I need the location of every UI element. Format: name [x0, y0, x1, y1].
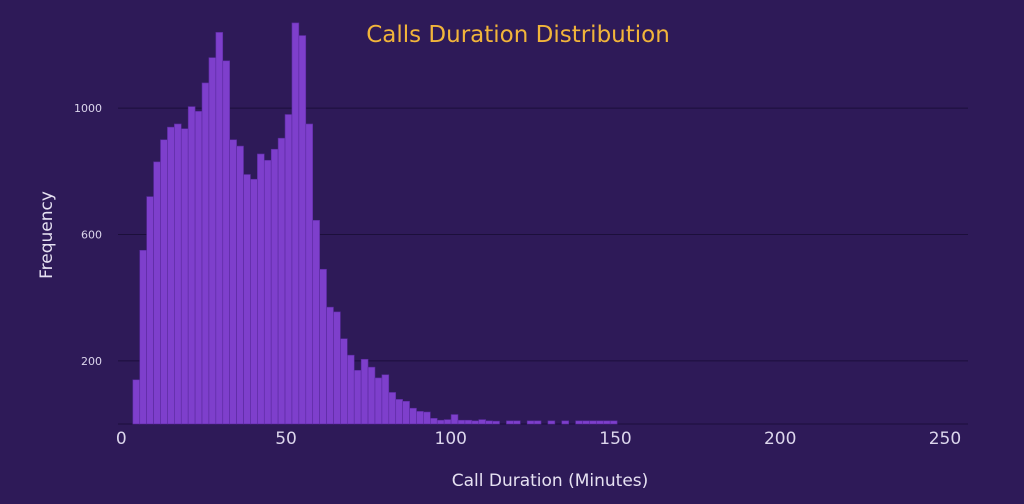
- histogram-bar: [305, 123, 314, 425]
- histogram-bar: [222, 60, 230, 425]
- histogram-bar: [430, 418, 438, 425]
- histogram-bar: [201, 82, 210, 425]
- histogram-bar: [423, 411, 431, 425]
- x-tick-label: 100: [435, 429, 467, 449]
- histogram-bar: [416, 411, 424, 425]
- histogram-bar: [208, 57, 217, 425]
- histogram-bar: [609, 420, 618, 425]
- histogram-bar: [243, 174, 251, 425]
- histogram-bar: [478, 419, 486, 425]
- histogram-bar: [229, 139, 237, 425]
- x-tick-label: 0: [116, 429, 127, 449]
- histogram-bar: [160, 139, 168, 425]
- bars-group: [132, 22, 618, 425]
- histogram-bar: [492, 420, 500, 425]
- histogram-bar: [464, 419, 473, 425]
- histogram-bar: [436, 419, 445, 425]
- histogram-bar: [333, 311, 341, 425]
- y-tick-label: 200: [81, 355, 102, 368]
- y-tick-labels: 200 600 1000: [74, 102, 102, 368]
- histogram-bar: [132, 379, 141, 425]
- chart-title: Calls Duration Distribution: [366, 22, 670, 48]
- histogram-bar: [291, 22, 300, 425]
- histogram-bar: [153, 161, 161, 425]
- histogram-bar: [602, 420, 611, 425]
- histogram-bar: [471, 420, 480, 425]
- histogram-bar: [340, 338, 348, 425]
- histogram-bar: [257, 153, 265, 425]
- histogram-bar: [485, 420, 493, 425]
- histogram-bar: [561, 420, 569, 425]
- histogram-bar: [596, 420, 604, 425]
- histogram-bar: [513, 420, 521, 425]
- histogram-bar: [457, 419, 466, 425]
- histogram-bar: [409, 407, 417, 425]
- x-tick-label: 150: [599, 429, 631, 449]
- histogram-bar: [180, 128, 189, 425]
- histogram-bar: [277, 137, 286, 425]
- x-tick-label: 50: [275, 429, 297, 449]
- histogram-bar: [450, 414, 459, 425]
- histogram-bar: [263, 159, 272, 425]
- histogram-bar: [395, 399, 403, 425]
- histogram-bar: [589, 420, 597, 425]
- histogram-bar: [533, 420, 542, 425]
- x-tick-labels: 0 50 100 150 200 250: [116, 429, 961, 449]
- histogram-bar: [194, 111, 203, 425]
- histogram-bar: [367, 366, 376, 425]
- histogram-bar: [167, 126, 175, 425]
- histogram-bar: [250, 178, 258, 425]
- histogram-bar: [582, 420, 590, 425]
- y-tick-label: 1000: [74, 102, 102, 115]
- histogram-bar: [298, 35, 307, 425]
- histogram-bar: [443, 419, 452, 425]
- histogram-bar: [402, 400, 410, 425]
- histogram-bar: [187, 106, 196, 425]
- histogram-bar: [284, 114, 293, 425]
- x-tick-label: 250: [929, 429, 961, 449]
- histogram-bar: [139, 249, 147, 425]
- histogram-bar: [360, 358, 369, 425]
- x-tick-label: 200: [764, 429, 796, 449]
- histogram-bar: [312, 219, 320, 425]
- histogram-bar: [174, 123, 182, 425]
- y-axis-label: Frequency: [37, 191, 57, 279]
- histogram-bar: [236, 145, 244, 425]
- histogram-bar: [319, 268, 327, 425]
- histogram-bar: [270, 148, 279, 425]
- histogram-bar: [146, 196, 154, 425]
- histogram-bar: [326, 306, 334, 425]
- histogram-bar: [575, 420, 583, 425]
- histogram-bar: [547, 420, 556, 425]
- histogram-bar: [215, 32, 224, 425]
- histogram-bar: [388, 392, 397, 425]
- histogram-bar: [381, 374, 390, 425]
- x-axis-label: Call Duration (Minutes): [452, 471, 649, 491]
- histogram-bar: [353, 370, 362, 425]
- histogram-bar: [506, 420, 514, 425]
- histogram-bar: [526, 420, 535, 425]
- y-tick-label: 600: [81, 229, 102, 242]
- histogram-bar: [374, 377, 383, 425]
- histogram-bar: [347, 354, 355, 425]
